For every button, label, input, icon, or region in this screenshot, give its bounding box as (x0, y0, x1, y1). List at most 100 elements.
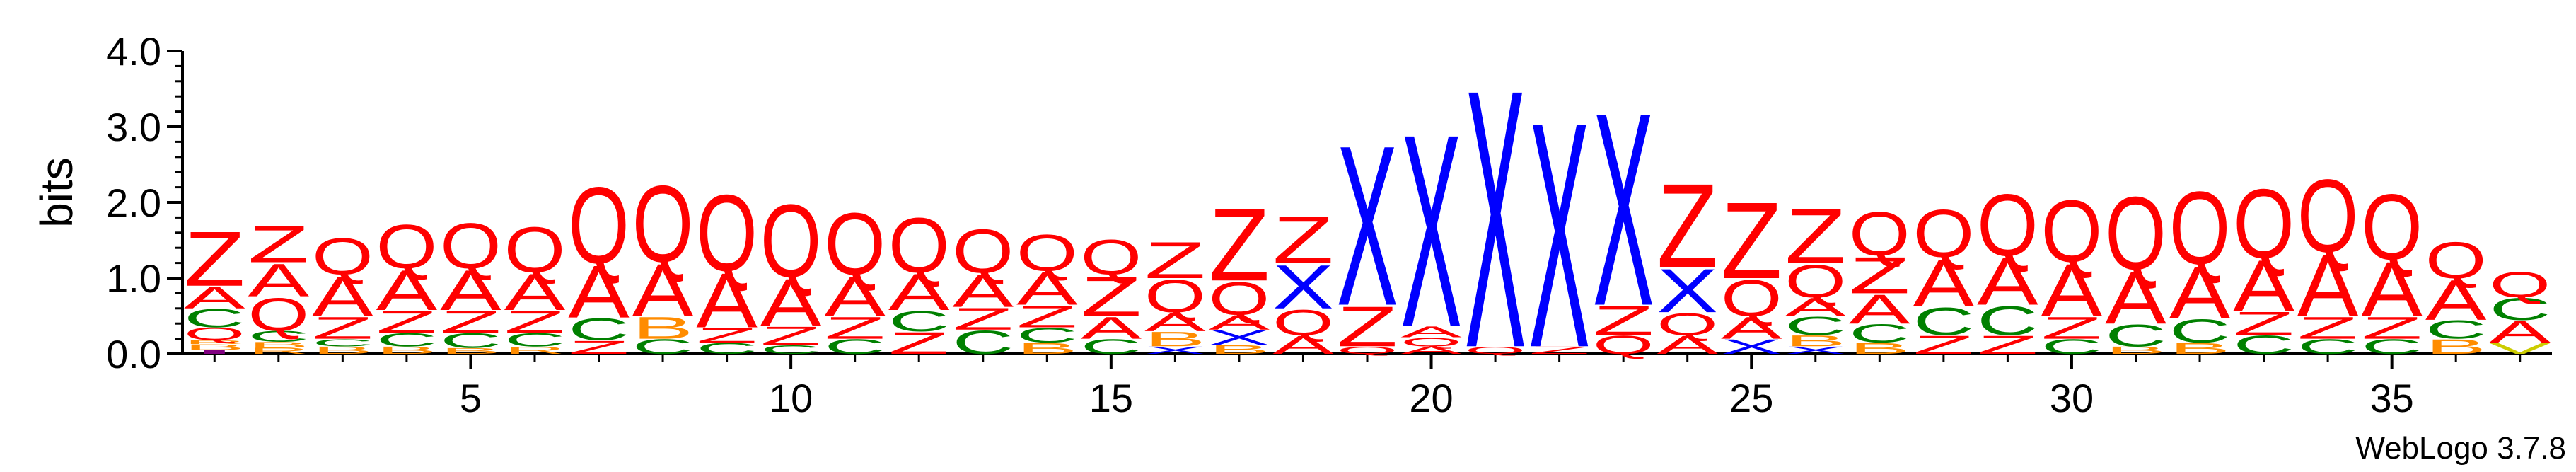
logo-glyph-q: Q (824, 195, 886, 294)
logo-glyph-a: A (696, 258, 758, 345)
logo-glyph-q: Q (2489, 265, 2551, 305)
logo-glyph-z: Z (760, 321, 822, 350)
logo-glyph-z: Z (440, 305, 501, 340)
logo-glyph-z: Z (1272, 202, 1334, 277)
logo-glyph-q: Q (504, 214, 566, 286)
logo-glyph-q: Q (440, 210, 501, 282)
logo-column: QX (1465, 13, 1526, 425)
logo-glyph-c: C (2105, 318, 2166, 353)
logo-glyph-q: Q (1977, 176, 2038, 275)
logo-glyph-z: Z (184, 215, 245, 302)
logo-glyph-a: A (2361, 246, 2423, 333)
logo-glyph-q: Q (568, 165, 630, 287)
logo-glyph-x: X (1657, 257, 1718, 326)
logo-glyph-c: C (760, 343, 822, 357)
logo-glyph-q: Q (248, 289, 310, 341)
logo-glyph-b: B (248, 340, 310, 350)
logo-glyph-a: A (2489, 314, 2551, 350)
logo-glyph-a: A (440, 258, 501, 322)
y-axis: 0.0 1.0 2.0 3.0 4.0 (106, 29, 184, 376)
logo-glyph-c: C (2041, 335, 2103, 359)
logo-glyph-q: Q (1337, 345, 1398, 356)
logo-glyph-c: C (2233, 330, 2294, 359)
logo-glyph-b: B (1209, 343, 1270, 357)
logo-glyph-a: A (760, 265, 822, 340)
logo-glyph-c: C (824, 335, 886, 359)
logo-glyph-x: X (1337, 98, 1398, 354)
logo-glyph-q: Q (1593, 330, 1654, 359)
logo-column: ZX (1528, 54, 1590, 415)
logo-glyph-r: R (248, 347, 310, 356)
logo-glyph-b: B (1849, 340, 1910, 357)
logo-glyph-q: Q (184, 324, 245, 344)
logo-glyph-a: A (1913, 246, 1975, 321)
logo-glyph-q: Q (1016, 224, 1078, 282)
y-tick-label: 2.0 (106, 180, 161, 225)
logo-glyph-z: Z (888, 326, 950, 361)
logo-glyph-q: Q (1849, 200, 1910, 269)
logo-glyph-v: V (2489, 340, 2551, 357)
x-tick-label: 35 (2370, 376, 2414, 420)
logo-glyph-c: C (1913, 299, 1975, 344)
logo-glyph-z: Z (248, 215, 310, 273)
logo-glyph-z: Z (2361, 311, 2423, 345)
logo-glyph-a: A (1400, 323, 1462, 341)
logo-glyph-x: X (1272, 253, 1334, 322)
logo-glyph-z: Z (1209, 186, 1270, 303)
y-tick-label: 4.0 (106, 29, 161, 74)
logo-glyph-q: Q (1465, 345, 1526, 356)
logo-glyph-c: C (440, 329, 501, 352)
logo-glyph-c: C (2169, 313, 2231, 350)
logo-glyph-b: B (1016, 340, 1078, 357)
logo-glyph-c: C (184, 304, 245, 333)
logo-glyph-q: Q (1144, 270, 1206, 323)
logo-glyph-x: X (1528, 54, 1590, 415)
logo-glyph-a: A (1977, 244, 2038, 319)
logo-glyph-a: A (1721, 311, 1782, 346)
logo-glyph-z: Z (696, 323, 758, 347)
x-axis: 5 10 15 20 25 30 35 (182, 352, 2552, 420)
logo-glyph-z: Z (1785, 192, 1847, 280)
logo-glyph-z: Z (1721, 180, 1782, 302)
logo-glyph-q: Q (2233, 168, 2294, 279)
logo-glyph-q: Q (2297, 158, 2359, 275)
logo-glyph-c: C (952, 324, 1014, 361)
logo-column: QZX (1593, 57, 1654, 363)
logo-glyph-a: A (248, 254, 310, 306)
logo-glyph-q: Q (1785, 255, 1847, 308)
x-tick-label: 30 (2050, 376, 2094, 420)
logo-glyph-b: B (376, 345, 438, 357)
logo-glyph-a: A (1272, 330, 1334, 359)
logo-glyph-a: A (312, 264, 373, 328)
logo-glyph-a: A (1209, 311, 1270, 334)
logo-glyph-a: A (504, 263, 566, 321)
logo-glyph-b: B (312, 345, 373, 357)
logo-glyph-a: A (2297, 236, 2359, 335)
logo-glyph-a: A (2425, 268, 2487, 332)
logo-glyph-b: B (2169, 340, 2231, 357)
logo-glyph-c: C (376, 330, 438, 351)
logo-glyph-i: I (184, 349, 245, 355)
logo-glyph-q: Q (696, 173, 758, 294)
logo-glyph-a: A (568, 251, 630, 334)
logo-glyph-q: Q (312, 227, 373, 285)
logo-glyph-a: A (2041, 249, 2103, 333)
logo-glyph-b: B (1144, 328, 1206, 351)
logo-glyph-c: C (2489, 292, 2551, 326)
logo-glyph-a: A (2169, 251, 2231, 335)
logo-glyph-c: C (888, 305, 950, 338)
logo-glyph-c: C (632, 335, 694, 359)
